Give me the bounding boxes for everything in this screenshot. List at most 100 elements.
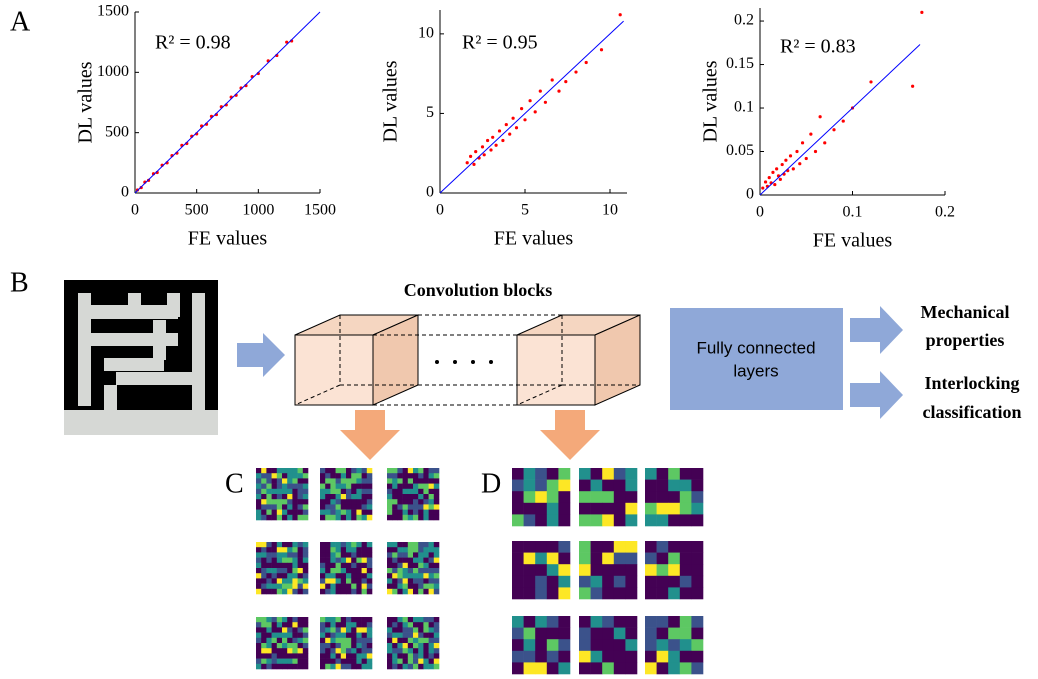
pixel [272, 653, 278, 659]
pixel [266, 627, 272, 633]
pixel [298, 648, 304, 654]
pixel [403, 510, 409, 515]
pixel [413, 584, 419, 590]
pixel [547, 587, 559, 599]
pixel [397, 568, 403, 574]
pixel [413, 659, 419, 665]
pixel [408, 664, 414, 670]
pixel [367, 573, 373, 579]
pixel [418, 584, 424, 590]
pixel [423, 573, 429, 579]
pixel [434, 515, 440, 521]
pixel [362, 617, 368, 623]
pixel [341, 478, 347, 484]
pixel [418, 468, 424, 474]
pixel [303, 484, 309, 490]
pixel [403, 622, 409, 628]
pixel [320, 468, 326, 474]
pixel [403, 563, 409, 569]
pixel [303, 578, 309, 584]
pixel [356, 547, 362, 553]
pixel [680, 628, 692, 640]
point [789, 154, 792, 157]
pixel [413, 589, 419, 595]
point [515, 126, 518, 129]
point [523, 118, 526, 121]
pixel [303, 542, 309, 548]
pixel [292, 589, 298, 595]
pixel [356, 563, 362, 569]
pixel [330, 563, 336, 569]
pixel [298, 664, 304, 670]
pixel [524, 480, 536, 492]
pixel [320, 473, 326, 479]
pixel [418, 547, 424, 553]
pixel [387, 659, 393, 665]
pixel [591, 553, 603, 565]
pixel [535, 553, 547, 565]
pixel [287, 617, 293, 623]
pixel [341, 558, 347, 564]
pixel [591, 514, 603, 526]
pixel [413, 622, 419, 628]
pixel [261, 515, 267, 521]
pixel [668, 480, 680, 492]
pixel [413, 478, 419, 484]
pixel [392, 552, 398, 558]
pixel [325, 484, 331, 490]
pixel [429, 478, 435, 484]
pixel [292, 489, 298, 495]
pixel [272, 589, 278, 595]
pixel [287, 547, 293, 553]
pixel [266, 547, 272, 553]
panel-label: B [10, 267, 29, 298]
pixel [387, 552, 393, 558]
pixel [256, 558, 262, 564]
pixel [657, 480, 669, 492]
pixel [392, 499, 398, 505]
point [600, 48, 603, 51]
pixel [261, 627, 267, 633]
pixel [602, 651, 614, 663]
pixel [392, 664, 398, 670]
pixel [362, 643, 368, 649]
x-tick-label: 0 [756, 204, 764, 221]
point [842, 119, 845, 122]
pixel [356, 552, 362, 558]
pixel [397, 563, 403, 569]
pixel [336, 558, 342, 564]
pixel [429, 643, 435, 649]
pixel [579, 662, 591, 674]
pixel [645, 514, 657, 526]
pixel [292, 468, 298, 474]
pixel [351, 499, 357, 505]
pixel [261, 584, 267, 590]
pixel [266, 589, 272, 595]
pixel [298, 584, 304, 590]
pixel [272, 515, 278, 521]
pixel [351, 552, 357, 558]
pixel [418, 573, 424, 579]
pixel [362, 653, 368, 659]
pixel [418, 494, 424, 500]
output-label: properties [926, 330, 1005, 350]
pixel [547, 491, 559, 503]
pixel [272, 633, 278, 639]
point [534, 110, 537, 113]
pixel [325, 542, 331, 548]
pixel [282, 568, 288, 574]
point [775, 167, 778, 170]
pixel [392, 542, 398, 548]
pixel [423, 558, 429, 564]
pixel [434, 489, 440, 495]
pixel [266, 473, 272, 479]
pixel [336, 484, 342, 490]
pixel [367, 589, 373, 595]
pixel [367, 473, 373, 479]
pixel [602, 564, 614, 576]
pixel [346, 515, 352, 521]
pixel [277, 627, 283, 633]
pixel [403, 552, 409, 558]
pixel [282, 659, 288, 665]
pixel [320, 648, 326, 654]
